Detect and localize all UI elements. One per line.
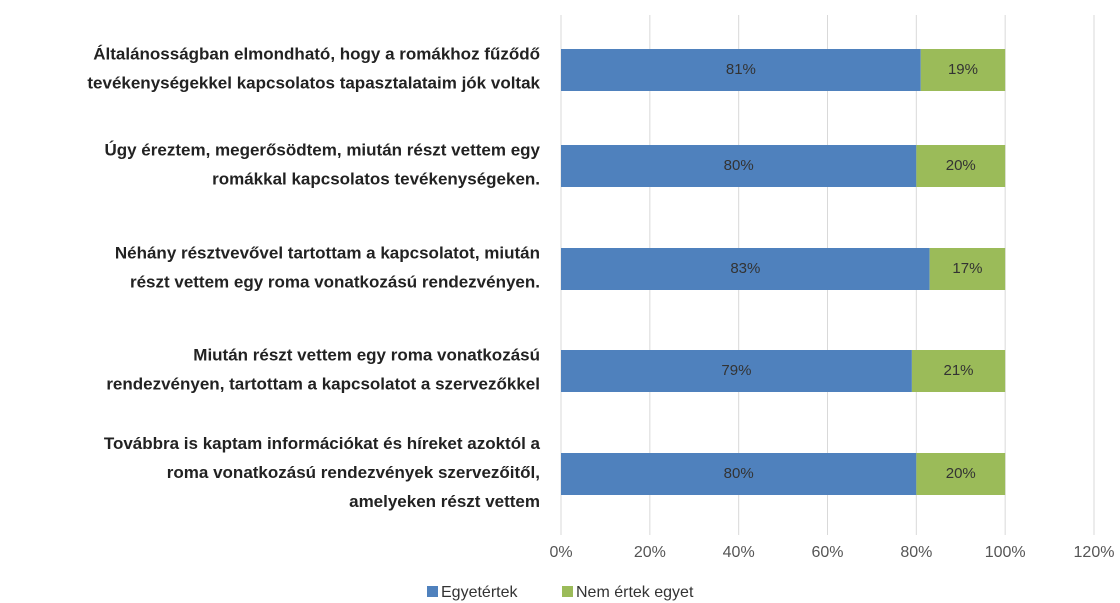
legend-label: Nem értek egyet	[576, 584, 694, 601]
legend-label: Egyetértek	[441, 584, 518, 601]
value-label: 21%	[944, 362, 974, 379]
x-tick-label: 80%	[900, 544, 932, 561]
x-tick-label: 20%	[634, 544, 666, 561]
category-label: Néhány résztvevővel tartottam a kapcsola…	[115, 244, 540, 292]
value-label: 20%	[946, 465, 976, 482]
value-label: 81%	[726, 61, 756, 78]
value-label: 79%	[721, 362, 751, 379]
bar-segment	[929, 248, 1006, 290]
category-label: Továbbra is kaptam információkat és híre…	[104, 434, 541, 511]
x-tick-label: 100%	[985, 544, 1026, 561]
category-label: Úgy éreztem, megerősödtem, miután részt …	[104, 141, 540, 189]
bar-segment	[561, 350, 912, 392]
value-label: 83%	[730, 260, 760, 277]
x-tick-label: 40%	[723, 544, 755, 561]
bar-segment	[920, 49, 1006, 91]
category-label: Általánosságban elmondható, hogy a romák…	[87, 45, 540, 93]
value-label: 19%	[948, 61, 978, 78]
value-label: 17%	[952, 260, 982, 277]
x-tick-label: 120%	[1074, 544, 1115, 561]
bar-segment	[561, 248, 930, 290]
bar-segment	[911, 350, 1006, 392]
legend-swatch	[427, 586, 438, 597]
bar-segment	[561, 453, 917, 495]
legend-swatch	[562, 586, 573, 597]
category-label: Miután részt vettem egy roma vonatkozású…	[106, 346, 540, 394]
bar-segment	[916, 145, 1006, 187]
value-label: 80%	[724, 157, 754, 174]
value-label: 20%	[946, 157, 976, 174]
bar-segment	[561, 49, 921, 91]
bar-segment	[561, 145, 917, 187]
bar-segment	[916, 453, 1006, 495]
value-label: 80%	[724, 465, 754, 482]
x-tick-label: 0%	[549, 544, 572, 561]
x-tick-label: 60%	[811, 544, 843, 561]
